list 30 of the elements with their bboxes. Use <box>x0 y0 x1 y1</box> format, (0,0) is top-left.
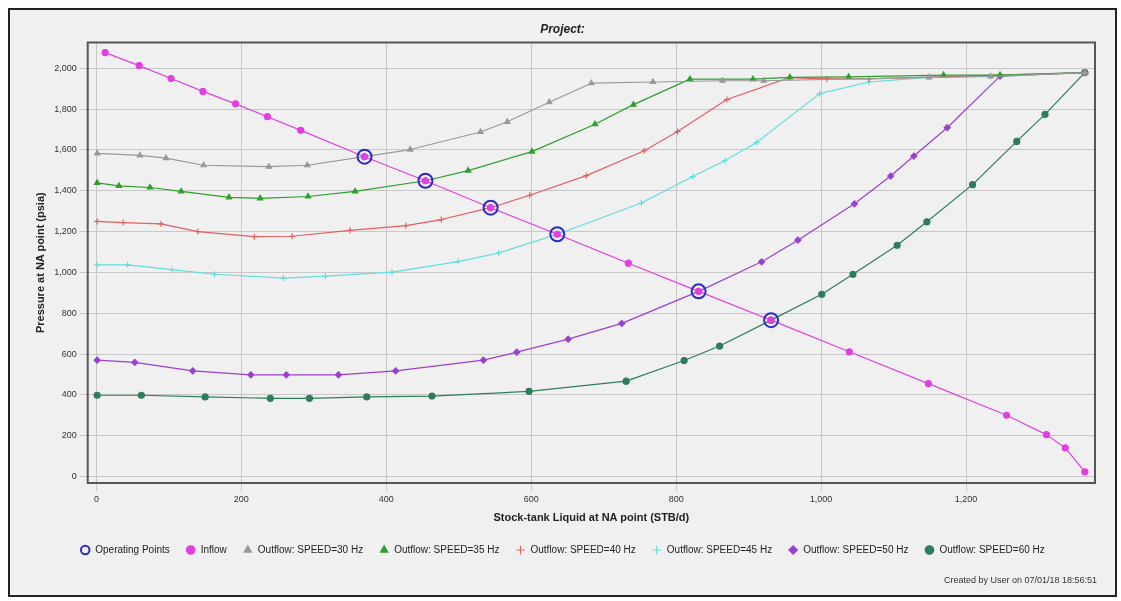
x-tick-label: 600 <box>523 493 539 504</box>
x-tick-label: 800 <box>668 493 684 504</box>
y-tick-label: 1,800 <box>54 103 77 114</box>
x-tick-label: 1,000 <box>809 493 833 504</box>
legend-label: Outflow: SPEED=45 Hz <box>666 543 773 555</box>
y-tick-label: 800 <box>61 307 77 318</box>
y-tick-label: 1,000 <box>54 266 77 277</box>
y-tick-label: 600 <box>61 348 77 359</box>
y-tick-label: 2,000 <box>54 62 77 73</box>
text: Created by User on 07/01/18 18:56:51 <box>943 575 1097 586</box>
y-tick-label: 400 <box>61 389 77 400</box>
y-tick-label: 1,400 <box>54 185 77 196</box>
x-tick-label: 400 <box>378 493 394 504</box>
x-tick-label: 1,200 <box>954 493 978 504</box>
legend-label: Outflow: SPEED=35 Hz <box>394 543 500 555</box>
x-tick-label: 0 <box>93 493 99 504</box>
y-axis-title: Pressure at NA point (psia) <box>33 191 46 334</box>
x-axis-title: Stock-tank Liquid at NA point (STB/d) <box>493 511 690 524</box>
legend-label: Outflow: SPEED=60 Hz <box>939 543 1045 555</box>
chart-title: Project: <box>540 21 585 36</box>
y-tick-label: 200 <box>61 430 77 441</box>
legend-label: Inflow <box>200 543 228 555</box>
legend-label: Outflow: SPEED=30 Hz <box>257 543 364 555</box>
y-tick-label: 1,200 <box>54 226 77 237</box>
y-tick-label: 0 <box>71 470 77 481</box>
legend-label: Outflow: SPEED=50 Hz <box>803 543 909 555</box>
y-tick-label: 1,600 <box>54 144 77 155</box>
legend-label: Outflow: SPEED=40 Hz <box>530 543 636 555</box>
x-tick-label: 200 <box>233 493 249 504</box>
legend-label: Operating Points <box>95 543 170 555</box>
